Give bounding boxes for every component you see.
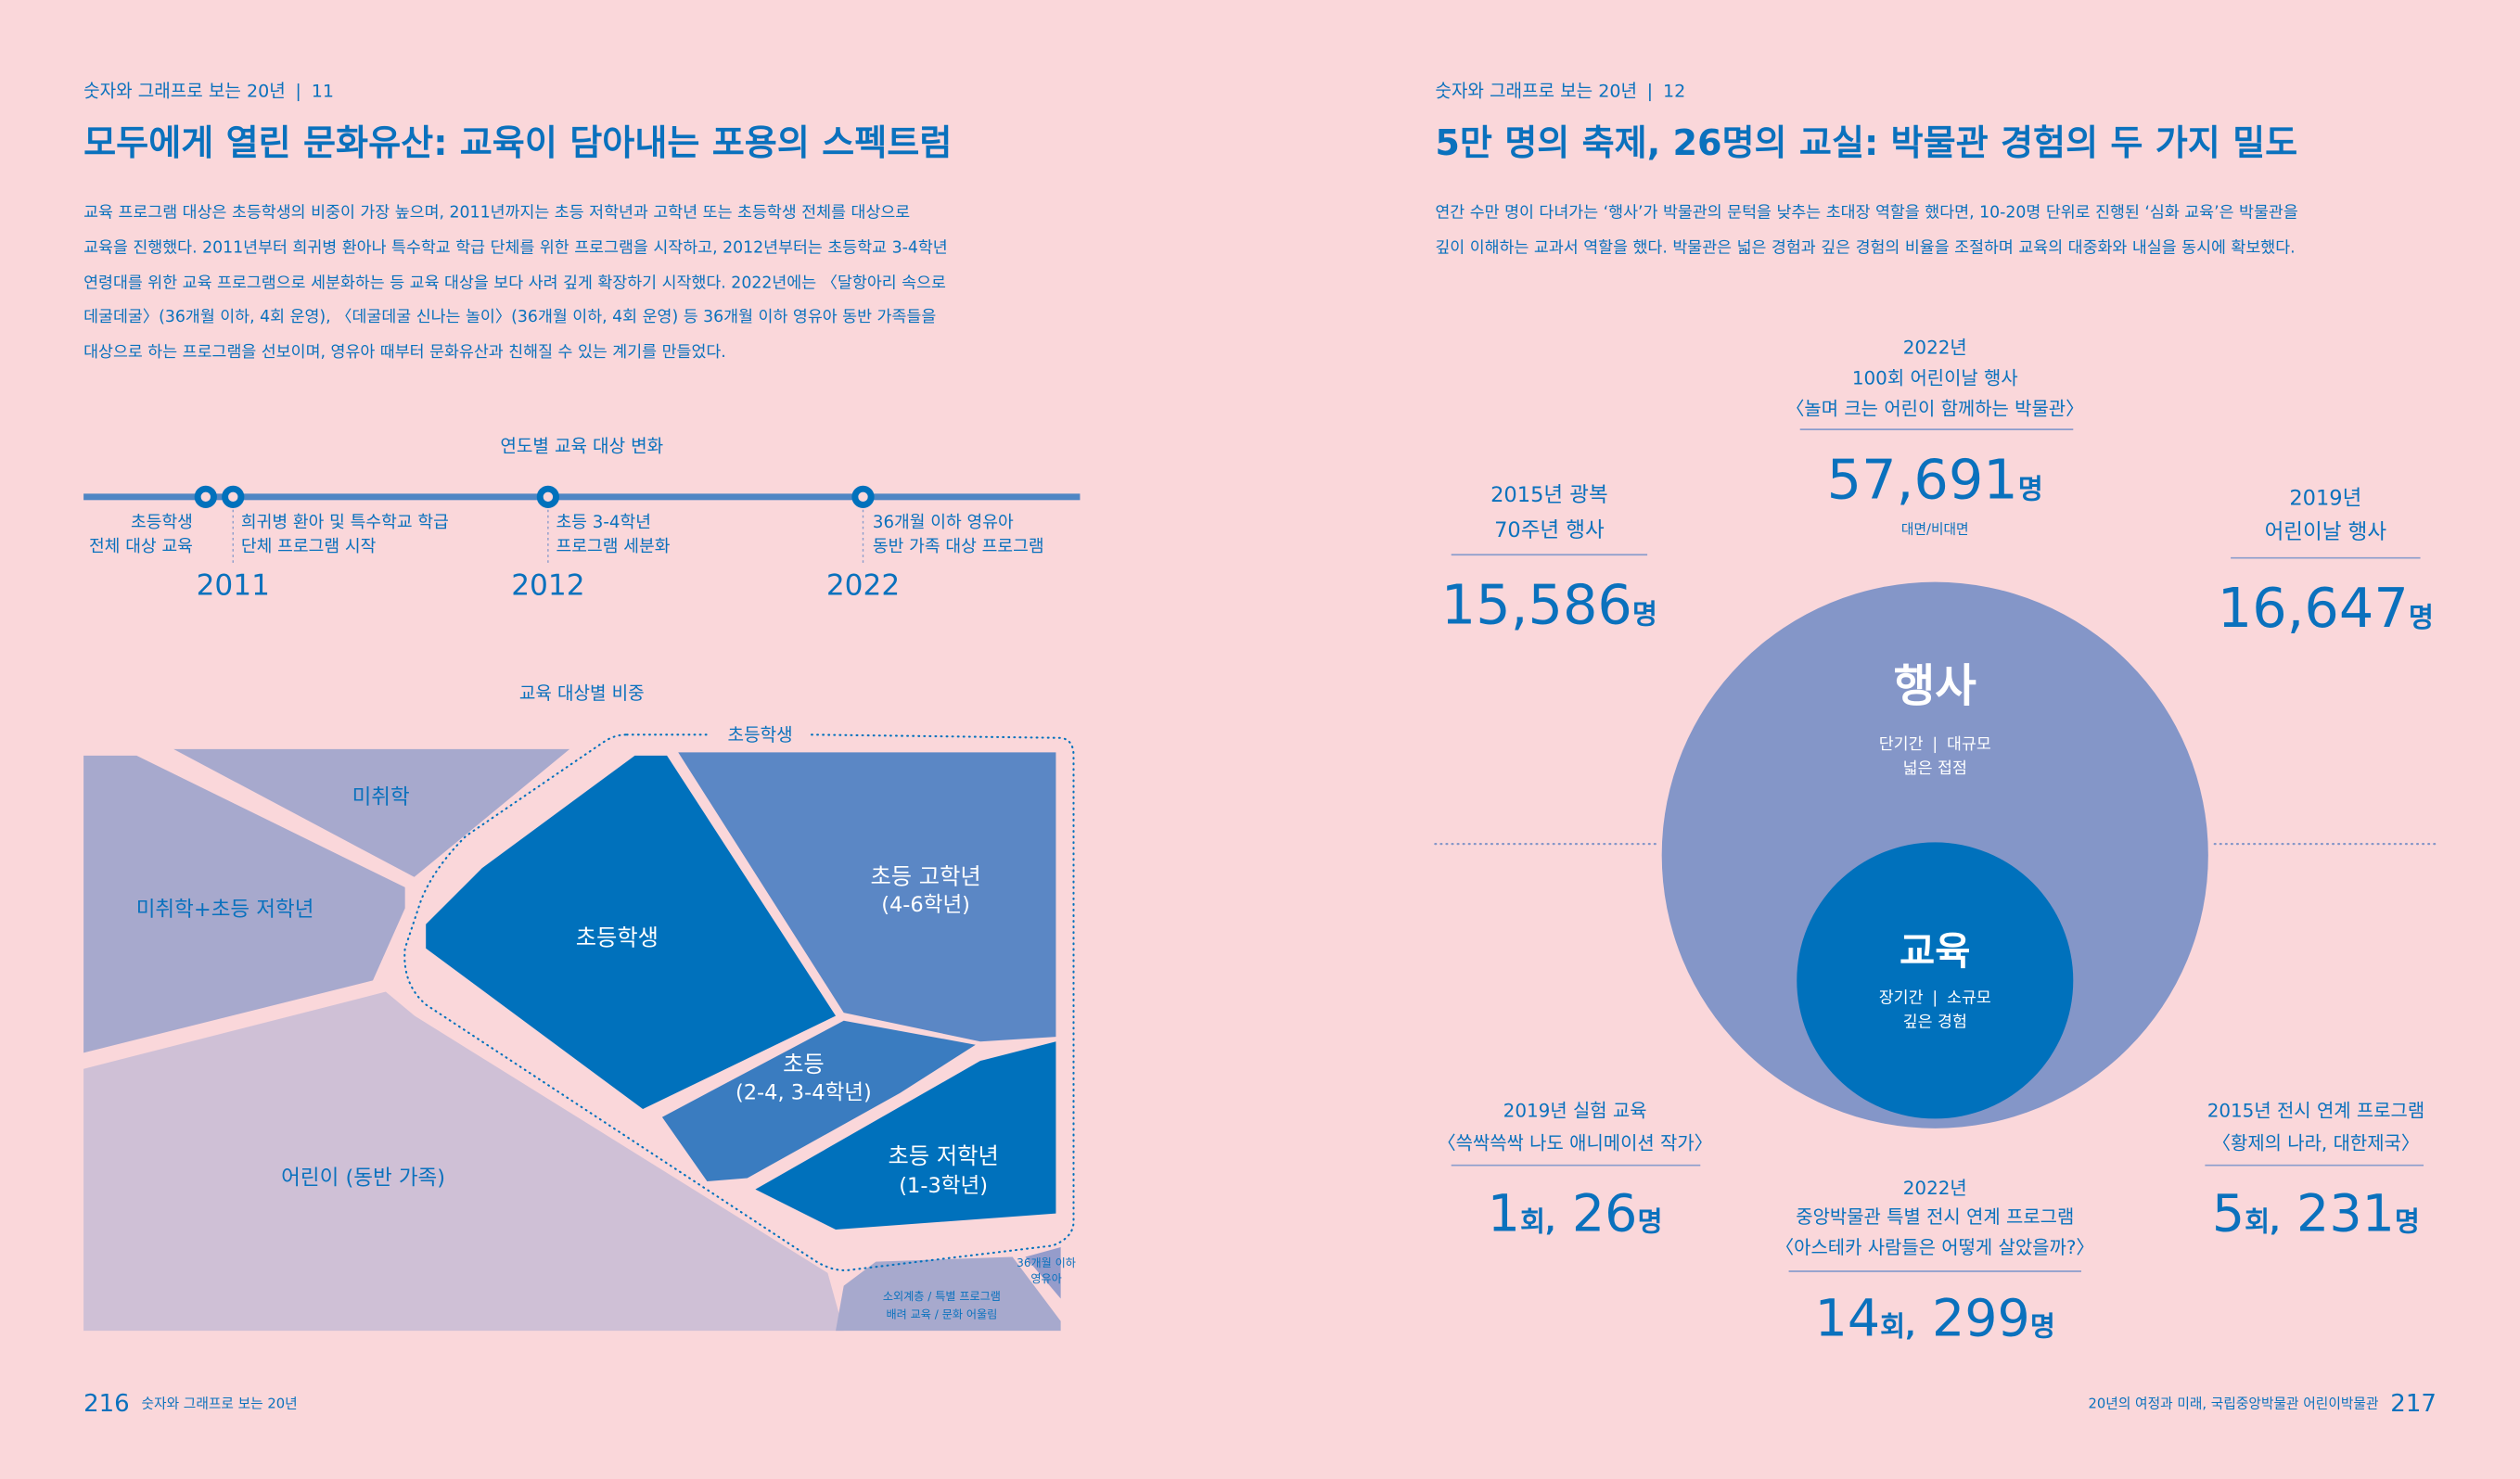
body-line: 교육 프로그램 대상은 초등학생의 비중이 가장 높으며, 2011년까지는 초… <box>83 203 910 222</box>
cell-label: 소외계층 / 특별 프로그램 <box>883 1290 1001 1303</box>
cell-lower-elem <box>755 1041 1056 1230</box>
timeline-year: 2012 <box>511 569 584 603</box>
stat-note: 대면/비대면 <box>1901 522 1969 538</box>
cell-sublabel: (1-3학년) <box>899 1174 988 1198</box>
cell-label: 미취학 <box>352 785 410 810</box>
stat-caption: 어린이날 행사 <box>2265 520 2387 544</box>
page-number-right: 217 <box>2390 1390 2437 1418</box>
stat-caption: 2015년 광복 <box>1490 483 1608 507</box>
cell-label: 미취학+초등 저학년 <box>136 898 314 922</box>
stat-caption: 〈놀며 크는 어린이 함께하는 박물관〉 <box>1786 398 2085 419</box>
stat-caption: 〈황제의 나라, 대한제국〉 <box>2212 1132 2420 1154</box>
body-line: 교육을 진행했다. 2011년부터 희귀병 환아나 특수학교 학급 단체를 위한… <box>83 238 948 257</box>
education-desc: 깊은 경험 <box>1903 1014 1967 1032</box>
education-title: 교육 <box>1900 928 1971 974</box>
page-number-left: 216 <box>83 1390 130 1418</box>
cell-upper-elem <box>678 752 1056 1042</box>
event-desc: 넓은 접점 <box>1903 759 1967 778</box>
group-label: 초등학생 <box>728 725 793 746</box>
cell-label: 초등 저학년 <box>889 1142 999 1169</box>
cell-sublabel: (2-4, 3-4학년) <box>736 1081 872 1105</box>
timeline-year: 2022 <box>826 569 900 603</box>
right-running-header: 숫자와 그래프로 보는 20년 ❘ 12 <box>1435 81 1685 101</box>
stat-value: 1회, 26명 <box>1488 1185 1663 1244</box>
footer-left-text: 숫자와 그래프로 보는 20년 <box>141 1396 297 1411</box>
stat-caption: 중앙박물관 특별 전시 연계 프로그램 <box>1796 1206 2074 1228</box>
left-body-text: 교육 프로그램 대상은 초등학생의 비중이 가장 높으며, 2011년까지는 초… <box>83 203 948 362</box>
timeline-bar <box>83 493 1081 501</box>
timeline-event-label: 프로그램 세분화 <box>556 537 671 556</box>
cell-label: 초등학생 <box>576 924 659 950</box>
cell-mid-elem <box>661 1020 976 1182</box>
timeline-event-label: 36개월 이하 영유아 <box>873 513 1014 532</box>
timeline-marker <box>222 485 245 508</box>
stat-caption: 70주년 행사 <box>1494 518 1605 542</box>
stat-bottom-right: 2015년 전시 연계 프로그램 〈황제의 나라, 대한제국〉 5회, 231명 <box>2207 1101 2424 1244</box>
left-running-header: 숫자와 그래프로 보는 20년 ❘ 11 <box>83 81 334 101</box>
body-line: 연간 수만 명이 다녀가는 ‘행사’가 박물관의 문턱을 낮추는 초대장 역할을… <box>1435 203 2297 222</box>
stat-right: 2019년 어린이날 행사 16,647명 <box>2218 487 2434 641</box>
stat-value: 16,647명 <box>2218 576 2434 640</box>
body-line: 대상으로 하는 프로그램을 선보이며, 영유아 때부터 문화유산과 친해질 수 … <box>83 343 726 362</box>
cell-sublabel: (4-6학년) <box>881 893 970 917</box>
cell-family <box>83 991 844 1332</box>
timeline: 연도별 교육 대상 변화 초등학생 전체 대상 교육 희귀병 환아 및 특수학교… <box>83 436 1081 603</box>
elementary-group-outline <box>403 733 1075 1271</box>
stat-caption: 2019년 <box>2289 487 2361 511</box>
timeline-event-label: 희귀병 환아 및 특수학교 학급 <box>241 513 449 532</box>
right-page-title: 5만 명의 축제, 26명의 교실: 박물관 경험의 두 가지 밀도 <box>1435 122 2297 163</box>
cell-label: 36개월 이하 <box>1017 1256 1076 1269</box>
cell-label: 초등 고학년 <box>870 862 980 889</box>
cell-label: 초등 <box>783 1051 825 1077</box>
body-line: 연령대를 위한 교육 프로그램으로 세분화하는 등 교육 대상을 보다 사려 깊… <box>83 274 946 293</box>
timeline-year: 2011 <box>197 569 270 603</box>
cell-special <box>836 1256 1061 1332</box>
cell-label: 어린이 (동반 가족) <box>281 1166 445 1190</box>
cell-sublabel: 배려 교육 / 문화 어울림 <box>887 1307 998 1320</box>
education-circle <box>1797 842 2074 1119</box>
timeline-marker <box>536 485 560 508</box>
body-line: 깊이 이해하는 교과서 역할을 했다. 박물관은 넓은 경험과 깊은 경험의 비… <box>1435 238 2295 257</box>
cell-preschool <box>157 742 582 885</box>
stat-value: 5회, 231명 <box>2212 1185 2420 1244</box>
timeline-event-label: 전체 대상 교육 <box>89 537 193 556</box>
timeline-marker <box>194 485 217 508</box>
timeline-event-label: 동반 가족 대상 프로그램 <box>873 537 1044 556</box>
stat-caption: 2015년 전시 연계 프로그램 <box>2207 1101 2424 1122</box>
stat-caption: 〈아스테카 사람들은 어떻게 살았을까?〉 <box>1775 1237 2094 1258</box>
left-page-title: 모두에게 열린 문화유산: 교육이 담아내는 포용의 스펙트럼 <box>83 122 952 163</box>
cell-sublabel: 영유아 <box>1030 1272 1061 1285</box>
treemap: 교육 대상별 비중 초등학생 미취학 미취학+초등 저학년 어린이 (동반 가족… <box>83 683 1076 1332</box>
stat-caption: 〈쓱싹쓱싹 나도 애니메이션 작가〉 <box>1438 1132 1713 1154</box>
timeline-event-label: 단체 프로그램 시작 <box>241 537 377 556</box>
event-desc: 단기간 ❘ 대규모 <box>1879 735 1991 754</box>
stat-caption: 2022년 <box>1903 338 1967 359</box>
cell-elementary <box>426 755 837 1110</box>
stat-left: 2015년 광복 70주년 행사 15,586명 <box>1441 483 1657 637</box>
stat-caption: 2019년 실험 교육 <box>1503 1101 1647 1122</box>
footer-right-text: 20년의 여정과 미래, 국립중앙박물관 어린이박물관 <box>2089 1396 2379 1411</box>
stat-bottom-center: 2022년 중앙박물관 특별 전시 연계 프로그램 〈아스테카 사람들은 어떻게… <box>1775 1178 2094 1348</box>
event-title: 행사 <box>1894 660 1977 712</box>
stat-bottom-left: 2019년 실험 교육 〈쓱싹쓱싹 나도 애니메이션 작가〉 1회, 26명 <box>1438 1101 1713 1244</box>
timeline-event-label: 초등학생 <box>131 513 193 532</box>
treemap-title: 교육 대상별 비중 <box>519 683 645 704</box>
cell-preschool-lower-elem <box>83 755 405 1053</box>
stat-value: 15,586명 <box>1441 573 1657 637</box>
stat-caption: 100회 어린이날 행사 <box>1852 368 2018 389</box>
stat-value: 57,691명 <box>1827 448 2043 512</box>
education-desc: 장기간 ❘ 소규모 <box>1879 989 1991 1008</box>
cell-infant <box>1025 1247 1061 1299</box>
stat-caption: 2022년 <box>1903 1178 1967 1199</box>
body-line: 데굴데굴〉(36개월 이하, 4회 운영), 〈데굴데굴 신나는 놀이〉(36개… <box>83 308 936 326</box>
timeline-title: 연도별 교육 대상 변화 <box>500 436 663 456</box>
timeline-event-label: 초등 3-4학년 <box>556 513 651 532</box>
stat-top: 2022년 100회 어린이날 행사 〈놀며 크는 어린이 함께하는 박물관〉 … <box>1786 338 2085 538</box>
stat-value: 14회, 299명 <box>1815 1289 2055 1348</box>
timeline-marker <box>851 485 875 508</box>
